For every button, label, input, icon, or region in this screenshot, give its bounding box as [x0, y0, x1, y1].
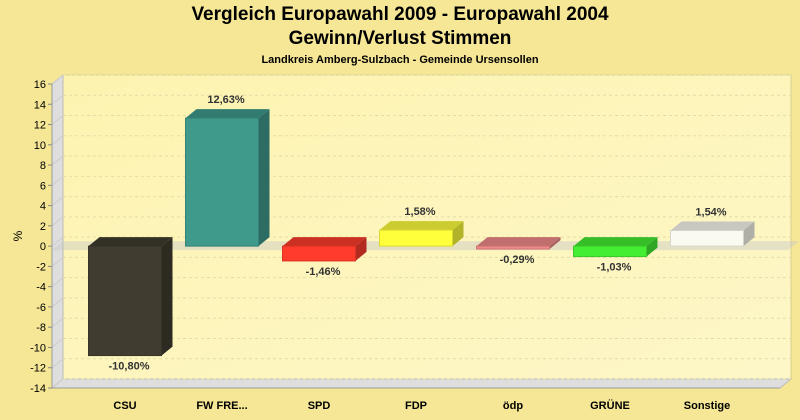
bar-side-CSU — [161, 237, 173, 356]
gridline-side — [51, 94, 64, 105]
y-tick-label: 4 — [40, 201, 46, 213]
y-tick-label: -2 — [36, 261, 46, 273]
data-label: -0,29% — [500, 254, 535, 266]
y-tick-label: -4 — [36, 282, 46, 294]
gridline-side — [51, 358, 64, 369]
y-tick-label: -8 — [36, 322, 46, 334]
gridline-side — [51, 236, 64, 247]
bar-Sonstige — [670, 230, 744, 247]
bar-side-FW FRE... — [258, 109, 270, 247]
gridline-side — [51, 155, 64, 166]
data-label: -10,80% — [109, 361, 150, 373]
y-tick-label: -6 — [36, 302, 46, 314]
x-tick-label: CSU — [113, 400, 136, 412]
x-tick-label: GRÜNE — [590, 399, 630, 412]
gridline-side — [51, 257, 64, 267]
bar-top-FDP — [379, 221, 464, 231]
bar-GRÜNE — [573, 245, 647, 258]
data-label: -1,03% — [597, 262, 632, 274]
bar-top-ödp — [476, 237, 561, 247]
gridline-side — [51, 378, 64, 389]
bar-top-CSU — [88, 237, 173, 247]
y-tick-label: 10 — [34, 140, 46, 152]
bar-top-FW FRE... — [185, 109, 270, 119]
y-tick-label: 8 — [40, 160, 46, 172]
bar-FDP — [379, 229, 453, 247]
x-tick-label: ödp — [503, 400, 523, 412]
data-label: 1,58% — [404, 206, 435, 218]
y-tick-label: 14 — [34, 99, 46, 111]
data-label: 1,54% — [695, 207, 726, 219]
y-tick-label: 12 — [34, 120, 46, 132]
bar-top-Sonstige — [670, 221, 755, 231]
gridline-side — [51, 277, 64, 288]
y-tick-label: -14 — [30, 383, 46, 395]
bar-side-Sonstige — [743, 221, 755, 247]
bar-top-GRÜNE — [573, 237, 658, 247]
x-tick-label: Sonstige — [684, 400, 730, 412]
y-tick-label: -12 — [30, 363, 46, 375]
x-tick-label: FDP — [405, 400, 427, 412]
bar-side-SPD — [355, 237, 367, 261]
gridline-side — [51, 196, 64, 206]
data-label: 12,63% — [207, 94, 245, 106]
y-tick-label: 6 — [40, 180, 46, 192]
bar-ödp — [476, 245, 550, 250]
y-tick-label: 0 — [40, 241, 46, 253]
gridline-side — [51, 175, 64, 186]
plot-left-wall — [51, 73, 64, 390]
gridline-side — [51, 297, 64, 308]
bar-SPD — [282, 245, 356, 262]
bar-side-FDP — [452, 221, 464, 247]
plot-floor — [50, 378, 793, 389]
gridline-side — [51, 115, 64, 125]
data-label: -1,46% — [306, 266, 341, 278]
chart-subtitle: Gewinn/Verlust Stimmen — [288, 28, 512, 49]
gridline-side — [51, 317, 64, 328]
bar-side-ödp — [549, 237, 561, 250]
bar-top-SPD — [282, 237, 367, 247]
gridline-side — [51, 216, 64, 227]
y-tick-label: -10 — [30, 342, 46, 354]
gridline-side — [51, 74, 64, 85]
chart-title: Vergleich Europawahl 2009 - Europawahl 2… — [191, 4, 609, 25]
y-axis-label: % — [11, 230, 25, 241]
chart-location: Landkreis Amberg-Sulzbach - Gemeinde Urs… — [261, 54, 539, 66]
bar-CSU — [88, 245, 162, 357]
x-tick-label: SPD — [308, 400, 331, 412]
gridline-side — [51, 338, 64, 348]
y-tick-label: 2 — [40, 221, 46, 233]
y-tick-label: 16 — [34, 79, 46, 91]
bar-FW FRE... — [185, 117, 259, 247]
gridline-side — [51, 135, 64, 146]
x-tick-label: FW FRE... — [196, 400, 247, 412]
bar-side-GRÜNE — [646, 237, 658, 257]
